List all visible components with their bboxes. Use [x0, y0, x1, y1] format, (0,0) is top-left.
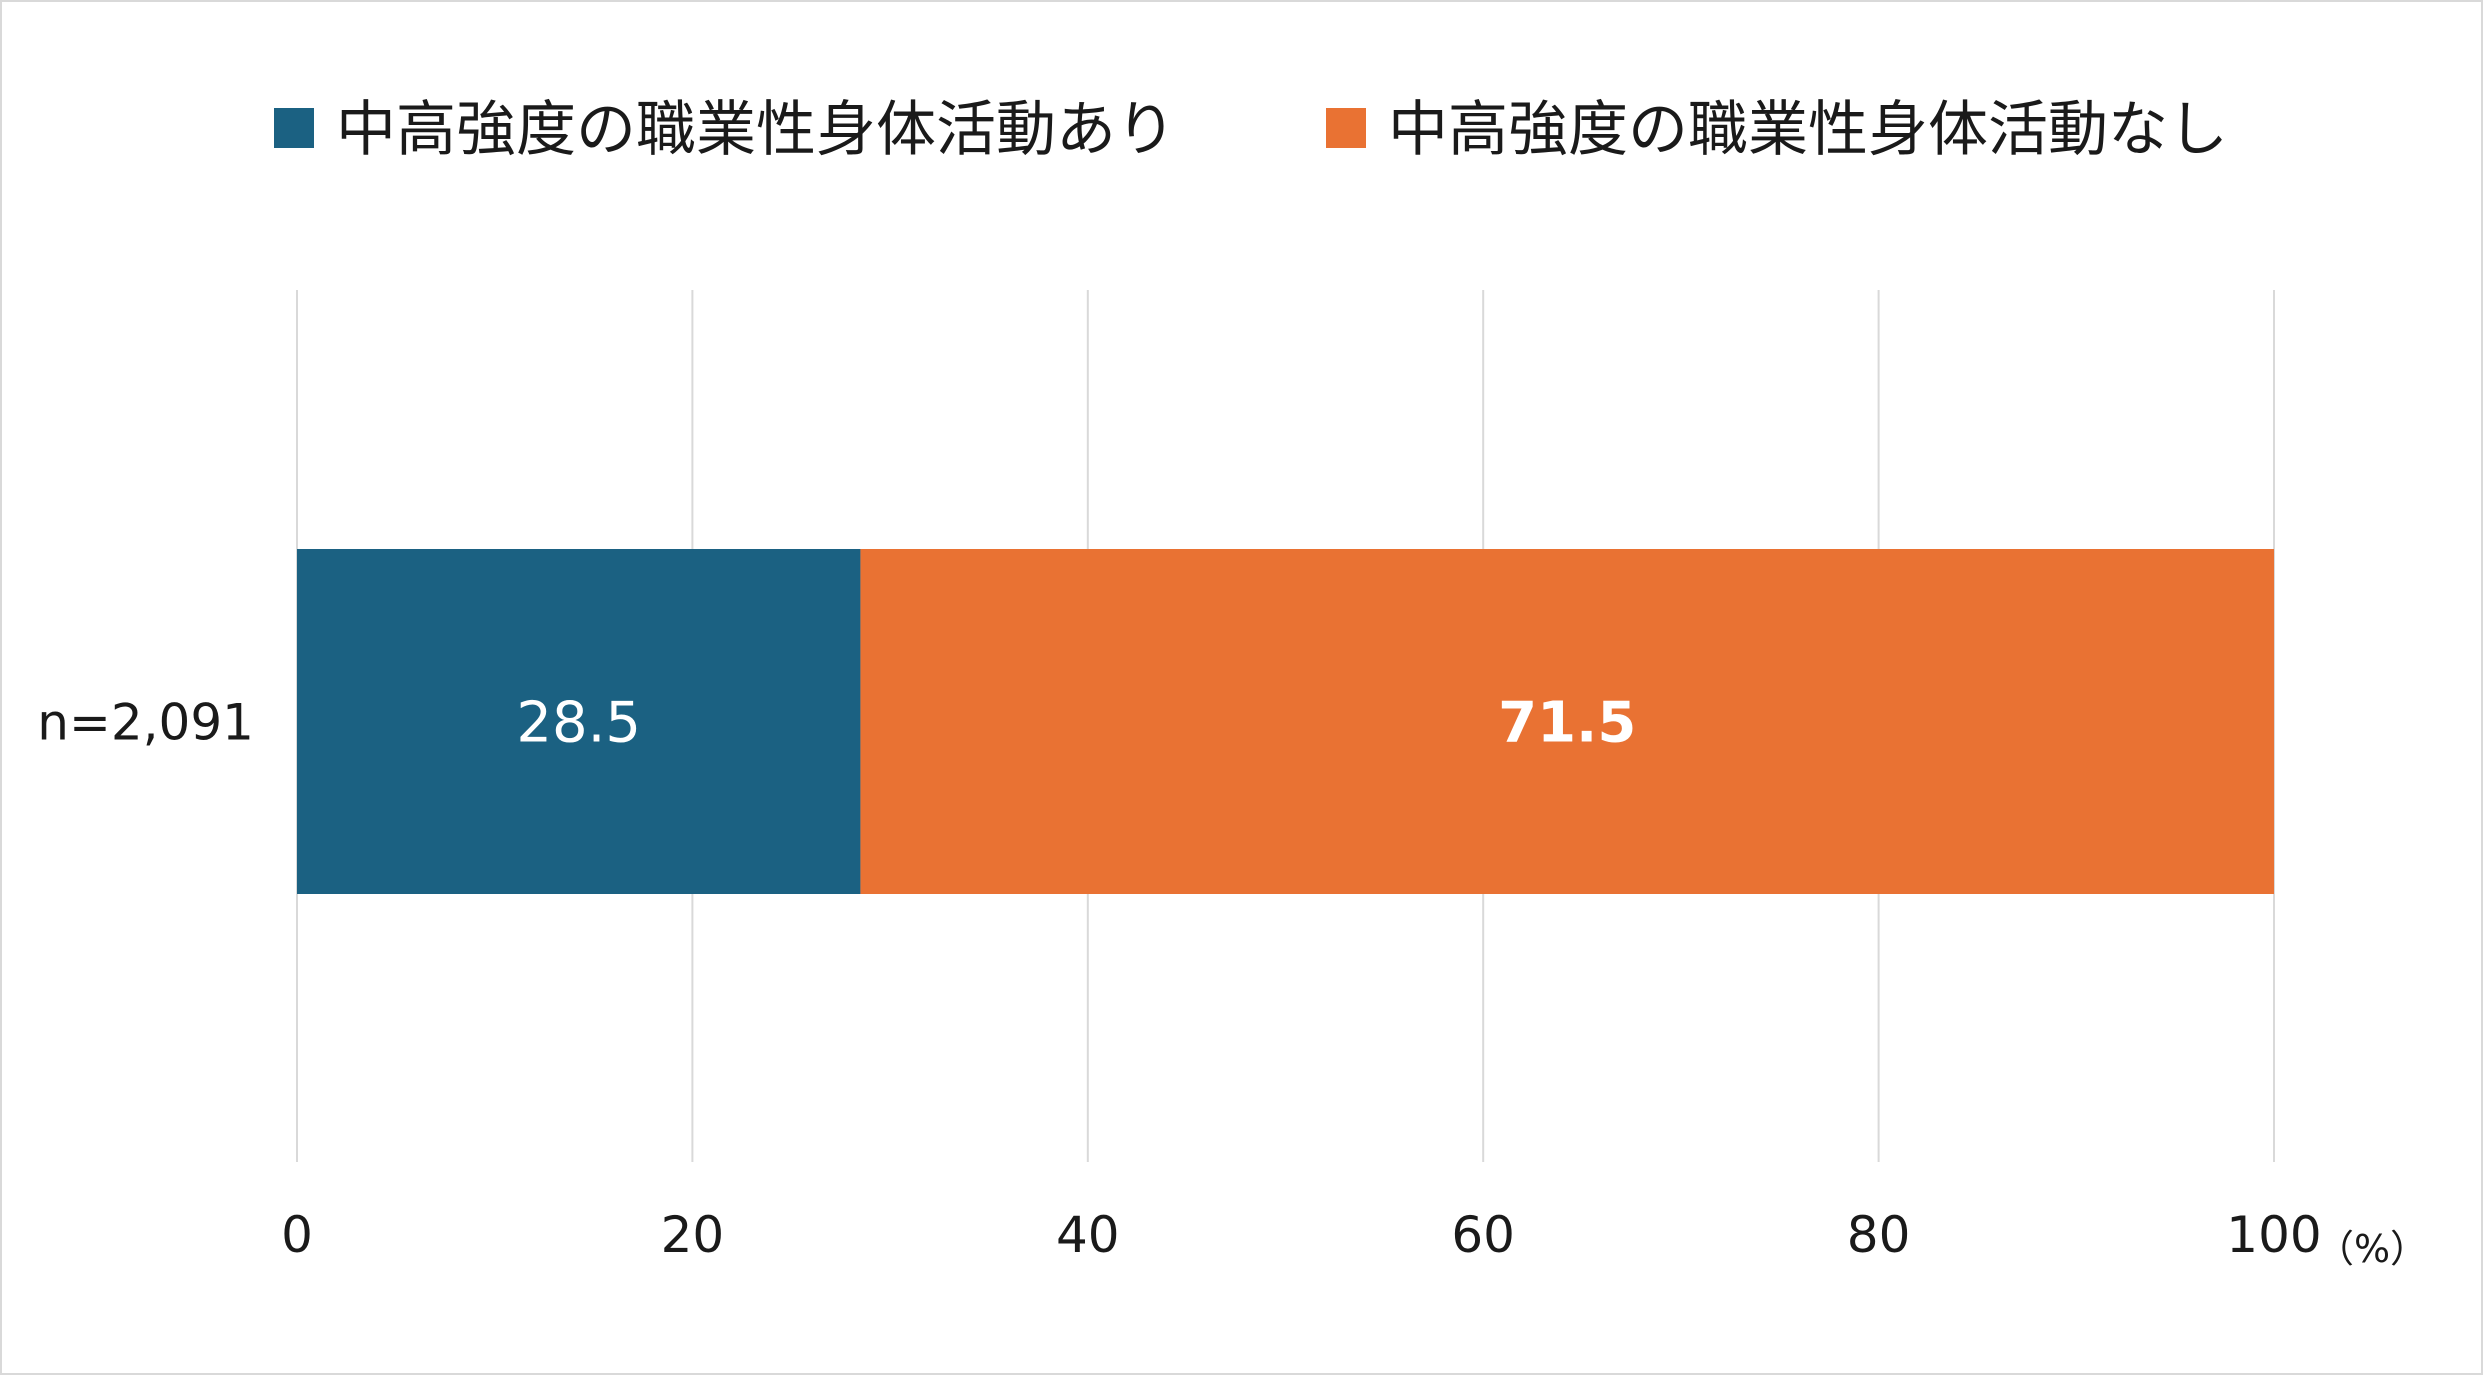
x-tick-label: 20 — [661, 1206, 725, 1264]
data-labels: 28.5 71.5 — [516, 691, 1636, 756]
y-axis: n=2,091 — [37, 694, 254, 752]
x-tick-label: 0 — [281, 1206, 313, 1264]
bar-segment-1 — [297, 549, 861, 894]
x-axis-unit: （%） — [2316, 1227, 2428, 1271]
x-tick-label: 40 — [1056, 1206, 1120, 1264]
legend: 中高強度の職業性身体活動あり 中高強度の職業性身体活動なし — [274, 95, 2228, 165]
x-tick-label: 60 — [1451, 1206, 1515, 1264]
legend-label-1: 中高強度の職業性身体活動あり — [336, 95, 1176, 165]
x-tick-label: 100 — [2226, 1206, 2321, 1264]
legend-swatch-2 — [1326, 108, 1366, 148]
legend-label-2: 中高強度の職業性身体活動なし — [1388, 95, 2228, 165]
x-axis: 0 20 40 60 80 100（%） — [281, 1206, 2428, 1271]
bars — [297, 549, 2274, 894]
legend-swatch-1 — [274, 108, 314, 148]
x-tick-label: 80 — [1847, 1206, 1911, 1264]
category-label: n=2,091 — [37, 694, 254, 752]
bar-segment-2 — [860, 549, 2274, 894]
data-label-2: 71.5 — [1498, 691, 1636, 756]
data-label-1: 28.5 — [516, 691, 641, 756]
